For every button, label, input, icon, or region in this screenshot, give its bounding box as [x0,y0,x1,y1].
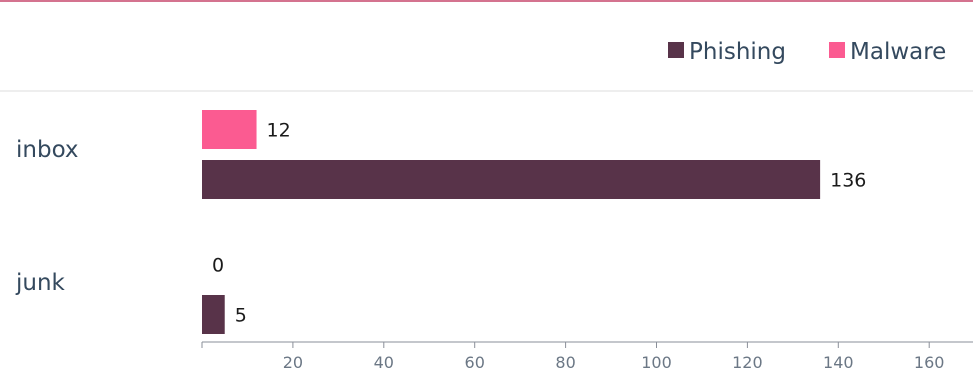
legend-label-malware: Malware [850,39,946,65]
x-tick-label: 60 [465,353,485,372]
x-tick-label: 140 [823,353,854,372]
legend-swatch-malware [829,42,845,58]
legend-swatch-phishing [668,42,684,58]
category-label-inbox: inbox [16,137,79,163]
bar-inbox-malware [202,110,257,149]
category-label-junk: junk [15,270,66,296]
x-tick-label: 20 [283,353,303,372]
value-label-junk-malware: 0 [212,255,224,277]
bars [202,110,821,334]
bar-junk-phishing [202,295,225,334]
bar-inbox-phishing [202,160,821,199]
x-tick-label: 100 [641,353,672,372]
value-label-junk-phishing: 5 [235,305,247,327]
category-labels: inbox junk [15,137,79,296]
value-label-inbox-phishing: 136 [830,170,866,192]
x-tick-label: 160 [914,353,945,372]
x-tick-label: 40 [374,353,394,372]
value-label-inbox-malware: 12 [267,120,291,142]
x-tick-label: 120 [732,353,763,372]
legend-label-phishing: Phishing [689,39,786,65]
x-tick-label: 80 [555,353,575,372]
value-labels: 12 136 0 5 [212,120,866,327]
x-axis: 20 40 60 80 100 120 140 160 [201,341,973,372]
legend: Phishing Malware [668,39,946,65]
